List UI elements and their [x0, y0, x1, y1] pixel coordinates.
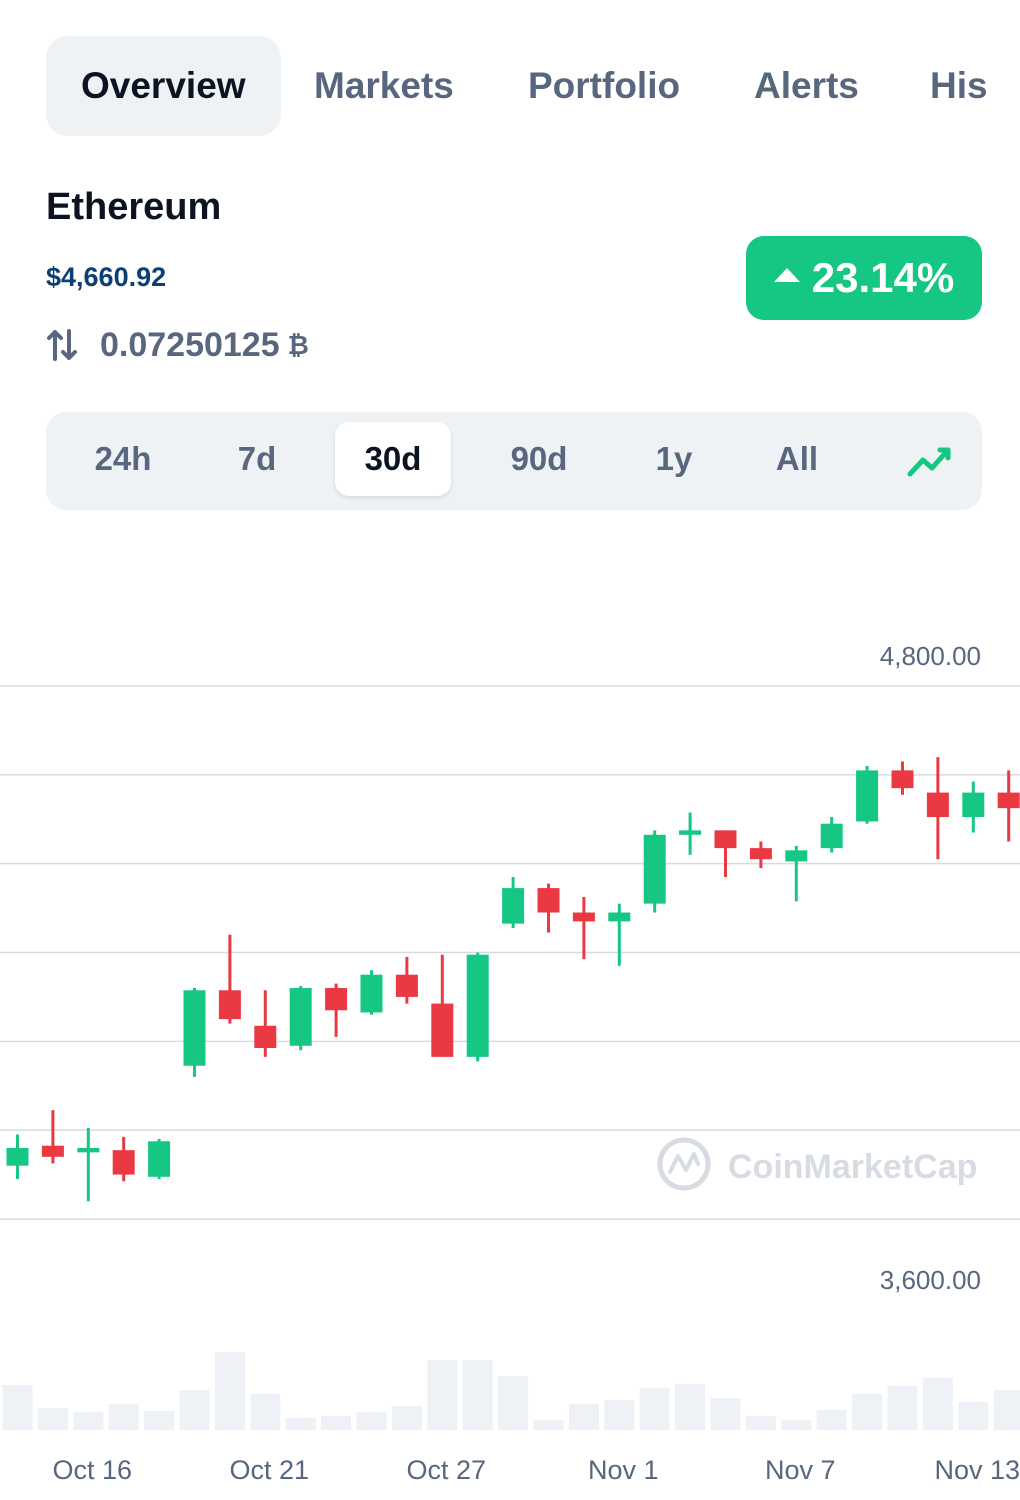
volume-bar: [391, 1406, 422, 1430]
volume-bar: [993, 1390, 1020, 1430]
volume-bar: [533, 1420, 564, 1430]
range-30d[interactable]: 30d: [335, 422, 451, 496]
candle: [785, 845, 808, 902]
candle: [926, 757, 949, 860]
volume-bar: [214, 1352, 245, 1430]
candle: [537, 883, 560, 933]
volume-bar: [356, 1412, 387, 1430]
volume-bar: [73, 1412, 104, 1430]
candle: [679, 812, 702, 855]
candle: [289, 985, 312, 1051]
x-tick-label: Oct 21: [230, 1455, 310, 1485]
volume-bars: [2, 1352, 1020, 1430]
tab-overview[interactable]: Overview: [46, 36, 281, 136]
volume-bar: [108, 1404, 139, 1430]
triangle-up-icon: [773, 268, 800, 282]
volume-bar: [250, 1394, 281, 1430]
candle: [749, 841, 772, 869]
volume-bar: [462, 1360, 493, 1430]
candle: [183, 988, 206, 1077]
y-tick-label: 4,800.00: [880, 641, 981, 671]
volume-bar: [37, 1408, 68, 1430]
volume-bar: [675, 1384, 706, 1430]
candles: [6, 757, 1020, 1202]
x-tick-label: Nov 13: [935, 1455, 1020, 1485]
candle: [962, 781, 985, 833]
volume-bar: [781, 1420, 812, 1430]
x-tick-label: Oct 16: [53, 1455, 133, 1485]
candle: [714, 830, 737, 877]
top-tabs: Overview Markets Portfolio Alerts His: [46, 36, 1020, 136]
tab-his[interactable]: His: [930, 65, 988, 106]
volume-bar: [498, 1376, 529, 1430]
candle: [820, 817, 843, 853]
tab-portfolio[interactable]: Portfolio: [528, 65, 681, 106]
candle: [77, 1127, 100, 1202]
trend-line-icon[interactable]: [906, 438, 952, 484]
volume-bar: [958, 1402, 989, 1430]
x-tick-label: Nov 7: [765, 1455, 836, 1485]
candle: [395, 956, 418, 1004]
volume-bar: [144, 1411, 175, 1430]
y-axis-ticks: 4,800.00 3,600.00: [880, 641, 981, 1295]
tab-markets[interactable]: Markets: [314, 65, 454, 106]
watermark: CoinMarketCap: [657, 1137, 977, 1191]
watermark-text: CoinMarketCap: [728, 1148, 977, 1186]
range-90d[interactable]: 90d: [510, 440, 568, 477]
volume-bar: [427, 1360, 458, 1430]
change-value: 23.14%: [811, 254, 955, 301]
range-all[interactable]: All: [775, 440, 819, 477]
btc-price-row: 0.07250125 ₿: [46, 322, 309, 368]
x-axis-ticks: Oct 16 Oct 21 Oct 27 Nov 1 Nov 7 Nov 13: [53, 1455, 1020, 1485]
y-tick-label: 3,600.00: [880, 1265, 981, 1295]
grid-lines: [0, 685, 1020, 1220]
range-7d[interactable]: 7d: [237, 440, 277, 477]
volume-bar: [710, 1398, 741, 1430]
candle: [572, 896, 595, 960]
volume-bar: [2, 1385, 33, 1430]
volume-bar: [922, 1378, 953, 1430]
volume-bar: [604, 1400, 635, 1430]
x-tick-label: Oct 27: [407, 1455, 487, 1485]
candle: [325, 983, 348, 1037]
candle: [502, 876, 525, 929]
candle: [431, 954, 454, 1057]
volume-bar: [816, 1410, 847, 1430]
candle: [997, 770, 1020, 842]
volume-bar: [852, 1394, 883, 1430]
candle: [112, 1136, 135, 1182]
volume-bar: [321, 1416, 352, 1430]
price-chart: CoinMarketCap 4,800.003,600.00 Oct 16 Oct…: [0, 641, 1020, 1485]
coin-name: Ethereum: [46, 186, 222, 228]
candle: [360, 970, 383, 1015]
volume-bar: [568, 1404, 599, 1430]
candle: [218, 934, 241, 1024]
candle: [466, 952, 489, 1062]
coinmarketcap-logo-icon: [657, 1137, 711, 1191]
volume-bar: [745, 1416, 776, 1430]
volume-bar: [179, 1390, 210, 1430]
volume-bar: [285, 1418, 316, 1430]
candle: [643, 830, 666, 913]
x-tick-label: Nov 1: [588, 1455, 659, 1485]
candle: [6, 1134, 29, 1180]
candle: [41, 1110, 64, 1164]
candle: [148, 1139, 171, 1180]
range-24h[interactable]: 24h: [94, 440, 152, 477]
candle: [891, 761, 914, 795]
btc-symbol: ₿: [287, 329, 309, 360]
btc-value: 0.07250125: [100, 325, 280, 364]
time-range-selector: All 1y 90d 30d 7d 24h: [46, 412, 982, 510]
range-1y[interactable]: 1y: [655, 440, 693, 477]
candle: [254, 990, 277, 1057]
tab-alerts[interactable]: Alerts: [754, 65, 859, 106]
candle: [856, 765, 879, 824]
candle: [608, 903, 631, 966]
volume-bar: [639, 1388, 670, 1430]
volume-bar: [887, 1386, 918, 1430]
change-badge: 23.14%: [746, 236, 982, 320]
coin-price: $4,660.92: [46, 262, 167, 292]
swap-vertical-icon[interactable]: [46, 328, 78, 362]
